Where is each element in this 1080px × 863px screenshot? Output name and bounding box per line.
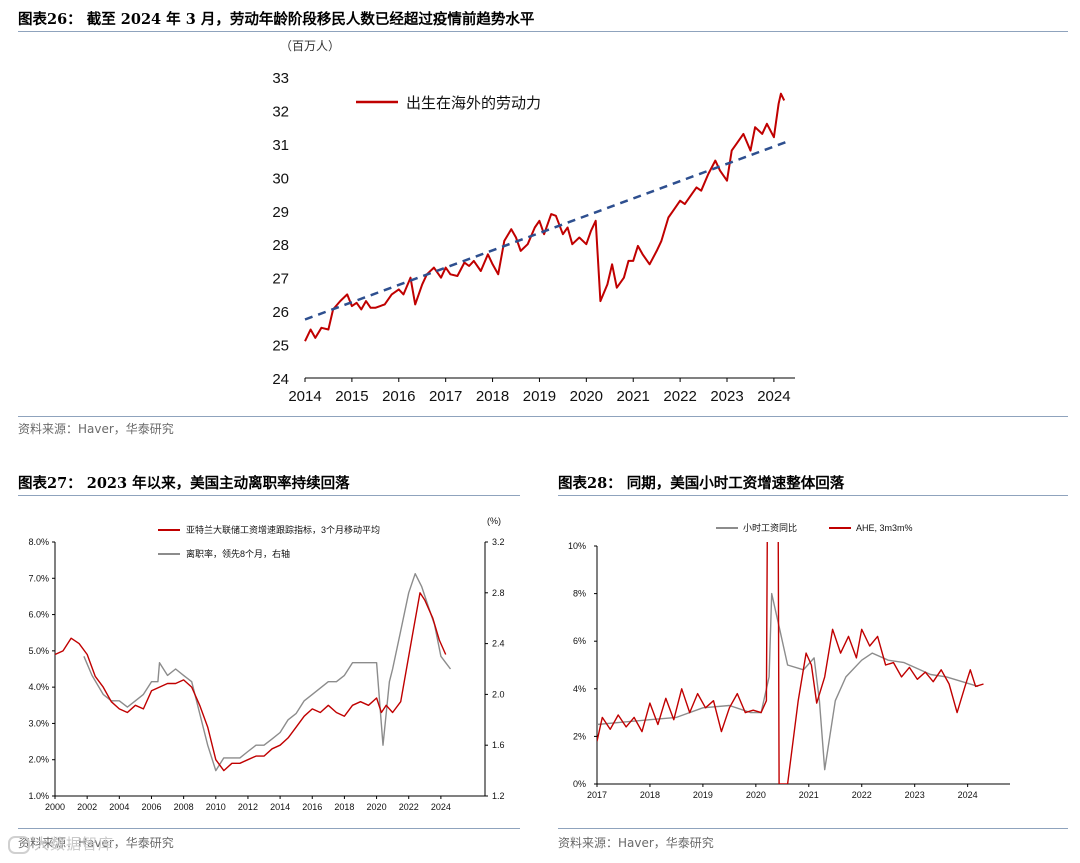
fig26-x-tick-label: 2020 bbox=[570, 388, 603, 405]
fig26-y-tick-label: 29 bbox=[272, 204, 289, 221]
fig27-y-tick-label-left: 6.0% bbox=[28, 610, 49, 620]
fig26-legend-label: 出生在海外的劳动力 bbox=[406, 95, 541, 112]
fig28-series-line-0 bbox=[597, 592, 979, 771]
fig27-x-tick-label: 2004 bbox=[109, 802, 129, 812]
fig27-y-tick-label-right: 1.6 bbox=[492, 740, 505, 750]
fig27-title: 图表27： 2023 年以来，美国主动离职率持续回落 bbox=[18, 475, 350, 492]
fig27-y-tick-label-right: 2.4 bbox=[492, 639, 505, 649]
fig26-series-line-1 bbox=[304, 139, 791, 321]
fig26-y-tick-label: 25 bbox=[272, 338, 289, 355]
fig26-source-rule bbox=[18, 416, 1068, 417]
watermark: 大数据智库 bbox=[8, 833, 114, 854]
fig26-y-tick-label: 30 bbox=[272, 170, 289, 187]
fig28-y-tick-label: 10% bbox=[568, 541, 586, 551]
fig26-x-tick-label: 2016 bbox=[382, 388, 415, 405]
fig27-x-tick-label: 2002 bbox=[77, 802, 97, 812]
fig27-x-tick-label: 2020 bbox=[367, 802, 387, 812]
fig27-x-tick-label: 2024 bbox=[431, 802, 451, 812]
watermark-text: 大数据智库 bbox=[34, 835, 115, 853]
fig26-y-tick-label: 24 bbox=[272, 371, 289, 388]
fig27-legend-label-1: 离职率，领先8个月，右轴 bbox=[186, 548, 290, 559]
fig28-series-line-1 bbox=[597, 542, 984, 784]
fig28-x-tick-label: 2020 bbox=[746, 790, 766, 800]
fig27-x-tick-label: 2016 bbox=[302, 802, 322, 812]
fig27-x-tick-label: 2022 bbox=[399, 802, 419, 812]
fig28-x-tick-label: 2023 bbox=[905, 790, 925, 800]
fig28-x-tick-label: 2021 bbox=[799, 790, 819, 800]
fig26-x-tick-label: 2023 bbox=[710, 388, 743, 405]
fig28-legend-label-1: AHE, 3m3m% bbox=[856, 523, 913, 533]
fig28-y-tick-label: 6% bbox=[573, 636, 586, 646]
fig26-x-tick-label: 2024 bbox=[757, 388, 790, 405]
fig26-title: 图表26： 截至 2024 年 3 月，劳动年龄阶段移民人数已经超过疫情前趋势水… bbox=[18, 11, 535, 28]
fig27-series-line-1 bbox=[83, 573, 452, 772]
fig27-y-tick-label-left: 7.0% bbox=[28, 573, 49, 583]
fig28-x-tick-label: 2017 bbox=[587, 790, 607, 800]
fig26-y-tick-label: 33 bbox=[272, 70, 289, 87]
fig28-title-rule bbox=[558, 495, 1068, 496]
fig27-series-line-0 bbox=[54, 592, 447, 772]
fig27-y-tick-label-right: 2.0 bbox=[492, 689, 505, 699]
fig28-y-tick-label: 4% bbox=[573, 684, 586, 694]
fig26-source: 资料来源：Haver，华泰研究 bbox=[18, 422, 174, 436]
fig26-y-tick-label: 28 bbox=[272, 237, 289, 254]
fig27-source: 资料来源：Haver，华泰研究 bbox=[18, 836, 174, 850]
fig27-y-tick-label-left: 8.0% bbox=[28, 537, 49, 547]
fig27-chart: 1.0% 2.0% 3.0% 4.0% 5.0% 6.0% 7.0% 8.0% 1.2 1.6 2.… bbox=[28, 516, 505, 812]
fig28-source: 资料来源：Haver，华泰研究 bbox=[558, 836, 714, 850]
fig27-y-tick-label-right: 1.2 bbox=[492, 791, 505, 801]
fig28-source-rule bbox=[558, 828, 1068, 829]
fig27-source-rule bbox=[18, 828, 520, 829]
fig28-y-tick-label: 2% bbox=[573, 731, 586, 741]
fig28-x-tick-label: 2019 bbox=[693, 790, 713, 800]
watermark-icon bbox=[8, 835, 30, 854]
fig26-x-tick-label: 2022 bbox=[663, 388, 696, 405]
fig27-legend-label-0: 亚特兰大联储工资增速跟踪指标，3个月移动平均 bbox=[186, 524, 380, 535]
fig26-title-rule bbox=[18, 31, 1068, 32]
fig27-y-tick-label-right: 3.2 bbox=[492, 537, 505, 547]
fig27-x-tick-label: 2000 bbox=[45, 802, 65, 812]
fig27-title-rule bbox=[18, 495, 520, 496]
fig26-y-tick-label: 32 bbox=[272, 103, 289, 120]
fig27-right-unit: (%) bbox=[487, 516, 501, 526]
fig28-y-tick-label: 8% bbox=[573, 589, 586, 599]
fig27-x-tick-label: 2012 bbox=[238, 802, 258, 812]
fig27-x-tick-label: 2018 bbox=[334, 802, 354, 812]
fig27-x-tick-label: 2014 bbox=[270, 802, 290, 812]
fig26-series-line-0 bbox=[304, 92, 786, 342]
fig26-y-tick-label: 27 bbox=[272, 271, 289, 288]
fig26-x-tick-label: 2017 bbox=[429, 388, 462, 405]
fig26-x-tick-label: 2018 bbox=[476, 388, 509, 405]
fig26-y-tick-label: 26 bbox=[272, 304, 289, 321]
fig28-y-tick-label: 0% bbox=[573, 779, 586, 789]
fig26-chart: 24 25 26 27 28 29 30 31 32 33 2014 2015 2016 2017 2018… bbox=[272, 39, 795, 405]
fig27-y-tick-label-right: 2.8 bbox=[492, 588, 505, 598]
fig27-y-tick-label-left: 1.0% bbox=[28, 791, 49, 801]
fig26-x-tick-label: 2021 bbox=[617, 388, 650, 405]
fig27-y-tick-label-left: 2.0% bbox=[28, 755, 49, 765]
fig26-x-tick-label: 2014 bbox=[288, 388, 321, 405]
fig28-title: 图表28： 同期，美国小时工资增速整体回落 bbox=[558, 475, 845, 492]
fig28-x-tick-label: 2024 bbox=[958, 790, 978, 800]
fig27-y-tick-label-left: 5.0% bbox=[28, 646, 49, 656]
fig28-x-tick-label: 2018 bbox=[640, 790, 660, 800]
fig26-x-tick-label: 2019 bbox=[523, 388, 556, 405]
fig28-x-tick-label: 2022 bbox=[852, 790, 872, 800]
fig27-y-tick-label-left: 4.0% bbox=[28, 682, 49, 692]
fig26-y-tick-label: 31 bbox=[272, 137, 289, 154]
fig28-chart: 0% 2% 4% 6% 8% 10% 2017 2018 2019 2020 2021 2022 202… bbox=[568, 522, 1010, 800]
fig27-y-tick-label-left: 3.0% bbox=[28, 718, 49, 728]
fig27-x-tick-label: 2006 bbox=[141, 802, 161, 812]
fig27-x-tick-label: 2008 bbox=[174, 802, 194, 812]
fig26-x-tick-label: 2015 bbox=[335, 388, 368, 405]
fig27-x-tick-label: 2010 bbox=[206, 802, 226, 812]
fig28-legend-label-0: 小时工资同比 bbox=[743, 522, 797, 533]
fig26-unit-label: （百万人） bbox=[280, 39, 340, 53]
